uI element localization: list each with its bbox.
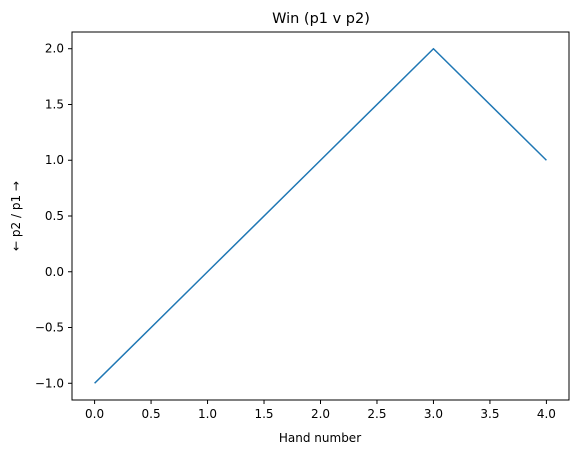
x-axis-label: Hand number: [279, 431, 361, 445]
y-tick-label: 0.5: [45, 209, 64, 223]
y-tick-label: 1.0: [45, 153, 64, 167]
x-tick-label: 3.0: [424, 407, 443, 421]
x-tick-label: 4.0: [537, 407, 556, 421]
series-layer: [94, 47, 547, 384]
y-tick-label: 1.5: [45, 97, 64, 111]
plot-area-frame: [71, 31, 570, 401]
x-tick-label: 1.5: [254, 407, 273, 421]
y-tick-label: −0.5: [35, 321, 64, 335]
x-tick-label: 0.0: [85, 407, 104, 421]
x-axis: 0.0 0.5 1.0 1.5 2.0 2.5 3.0 3.5 4.0: [85, 400, 556, 421]
y-axis-label: ← p2 / p1 →: [9, 181, 23, 251]
y-tick-label: −1.0: [35, 376, 64, 390]
x-tick-label: 1.0: [198, 407, 217, 421]
x-tick-label: 2.5: [367, 407, 386, 421]
y-tick-label: 0.0: [45, 265, 64, 279]
y-tick-label: 2.0: [45, 42, 64, 56]
x-tick-label: 3.5: [480, 407, 499, 421]
chart-title: Win (p1 v p2): [272, 11, 370, 27]
series-line: [94, 47, 547, 384]
x-tick-label: 0.5: [142, 407, 161, 421]
x-tick-label: 2.0: [311, 407, 330, 421]
y-axis: −1.0 −0.5 0.0 0.5 1.0 1.5 2.0: [35, 42, 72, 390]
